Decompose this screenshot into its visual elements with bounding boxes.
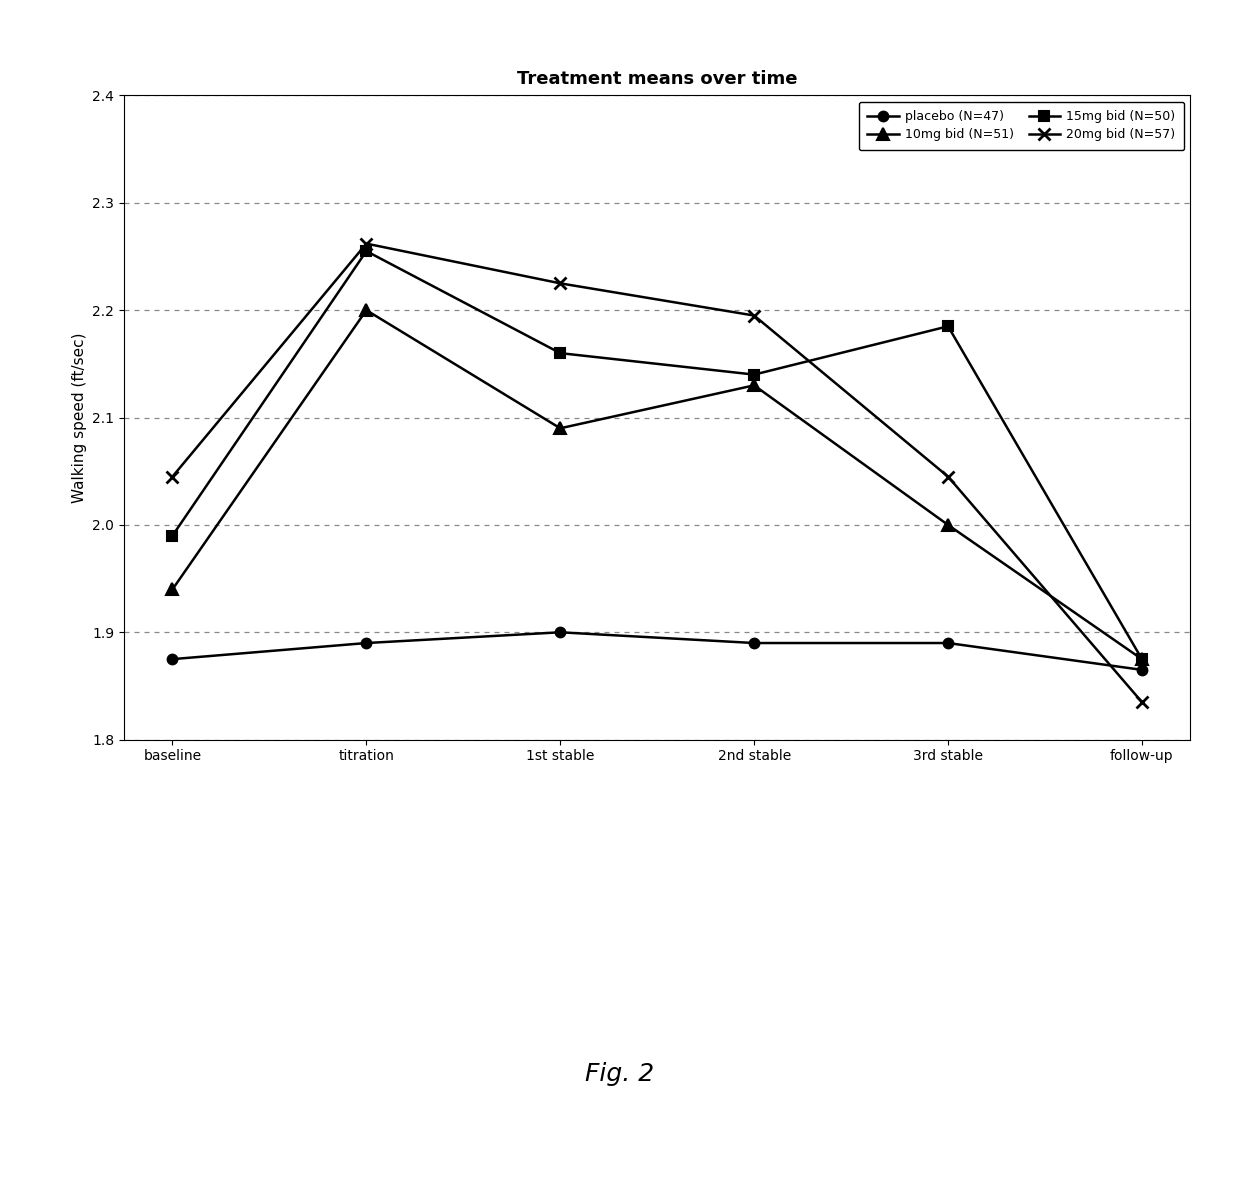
20mg bid (N=57) (941, 470, 956, 484)
Text: Fig. 2: Fig. 2 (585, 1062, 655, 1086)
10mg bid (N=51) (358, 303, 373, 317)
10mg bid (N=51) (1135, 653, 1149, 667)
Legend: placebo (N=47), 10mg bid (N=51), 15mg bid (N=50), 20mg bid (N=57): placebo (N=47), 10mg bid (N=51), 15mg bi… (858, 101, 1184, 150)
15mg bid (N=50) (358, 245, 373, 259)
Line: placebo (N=47): placebo (N=47) (167, 628, 1147, 675)
placebo (N=47) (165, 653, 180, 667)
20mg bid (N=57) (746, 309, 761, 323)
Line: 20mg bid (N=57): 20mg bid (N=57) (166, 237, 1148, 709)
10mg bid (N=51) (746, 378, 761, 392)
15mg bid (N=50) (941, 319, 956, 333)
15mg bid (N=50) (1135, 653, 1149, 667)
placebo (N=47) (746, 636, 761, 650)
placebo (N=47) (941, 636, 956, 650)
placebo (N=47) (553, 625, 568, 639)
20mg bid (N=57) (358, 236, 373, 251)
15mg bid (N=50) (746, 367, 761, 382)
Title: Treatment means over time: Treatment means over time (517, 70, 797, 88)
15mg bid (N=50) (553, 346, 568, 360)
10mg bid (N=51) (165, 582, 180, 596)
20mg bid (N=57) (1135, 694, 1149, 709)
20mg bid (N=57) (165, 470, 180, 484)
placebo (N=47) (1135, 663, 1149, 678)
Line: 10mg bid (N=51): 10mg bid (N=51) (167, 304, 1147, 665)
10mg bid (N=51) (553, 421, 568, 435)
20mg bid (N=57) (553, 277, 568, 291)
15mg bid (N=50) (165, 528, 180, 543)
Y-axis label: Walking speed (ft/sec): Walking speed (ft/sec) (72, 333, 87, 502)
10mg bid (N=51) (941, 518, 956, 532)
placebo (N=47) (358, 636, 373, 650)
Line: 15mg bid (N=50): 15mg bid (N=50) (167, 246, 1147, 665)
